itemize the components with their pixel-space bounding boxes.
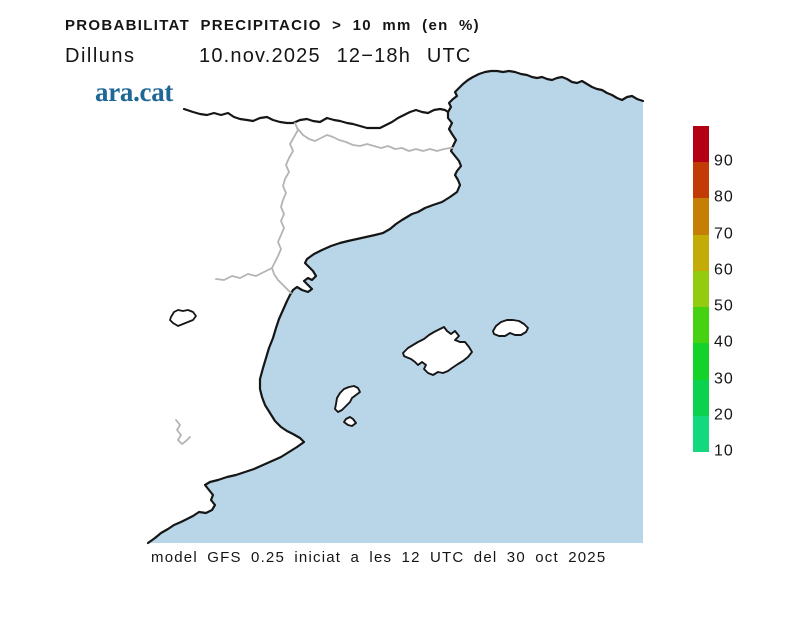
colorbar-tick-10: 10 <box>714 442 734 460</box>
colorbar-segment-9 <box>693 126 709 163</box>
colorbar-tick-70: 70 <box>714 225 734 243</box>
colorbar-tick-40: 40 <box>714 333 734 351</box>
colorbar-segment-2 <box>693 379 709 416</box>
eivissa-island <box>334 385 361 413</box>
france-spain-border <box>182 107 450 130</box>
mediterranean-sea <box>148 71 643 543</box>
colorbar-legend: 90 80 70 60 50 40 30 20 10 <box>693 126 733 460</box>
colorbar-segment-6 <box>693 234 709 271</box>
colorbar-tick-60: 60 <box>714 261 734 279</box>
colorbar-track <box>693 126 709 452</box>
model-info: model GFS 0.25 iniciat a les 12 UTC del … <box>151 549 607 566</box>
coastline <box>146 69 645 545</box>
subtitle-datetime: 10.nov.2025 12−18h UTC <box>199 45 472 67</box>
colorbar-segment-3 <box>693 343 709 380</box>
colorbar-segment-5 <box>693 270 709 308</box>
map-title: PROBABILITAT PRECIPITACIO > 10 mm (en %) <box>65 17 480 34</box>
colorbar-segment-4 <box>693 307 709 344</box>
colorbar-tick-90: 90 <box>714 152 734 170</box>
colorbar-tick-80: 80 <box>714 189 734 207</box>
menorca-island <box>492 319 529 337</box>
colorbar-segment-1 <box>693 415 709 452</box>
admin-border-southwest-branch <box>215 267 273 281</box>
colorbar-segment-8 <box>693 162 709 199</box>
inland-boundary-outline <box>169 309 197 327</box>
colorbar-segment-7 <box>693 198 709 235</box>
admin-border-west <box>271 122 299 294</box>
colorbar-tick-20: 20 <box>714 406 734 424</box>
formentera-island <box>343 416 357 427</box>
subtitle-day: Dilluns <box>65 45 136 67</box>
admin-border-south <box>175 419 191 445</box>
colorbar-tick-30: 30 <box>714 370 734 388</box>
brand-logo: ara.cat <box>95 77 174 107</box>
admin-border-north <box>296 127 454 152</box>
colorbar-tick-50: 50 <box>714 297 734 315</box>
mallorca-island <box>402 326 473 376</box>
